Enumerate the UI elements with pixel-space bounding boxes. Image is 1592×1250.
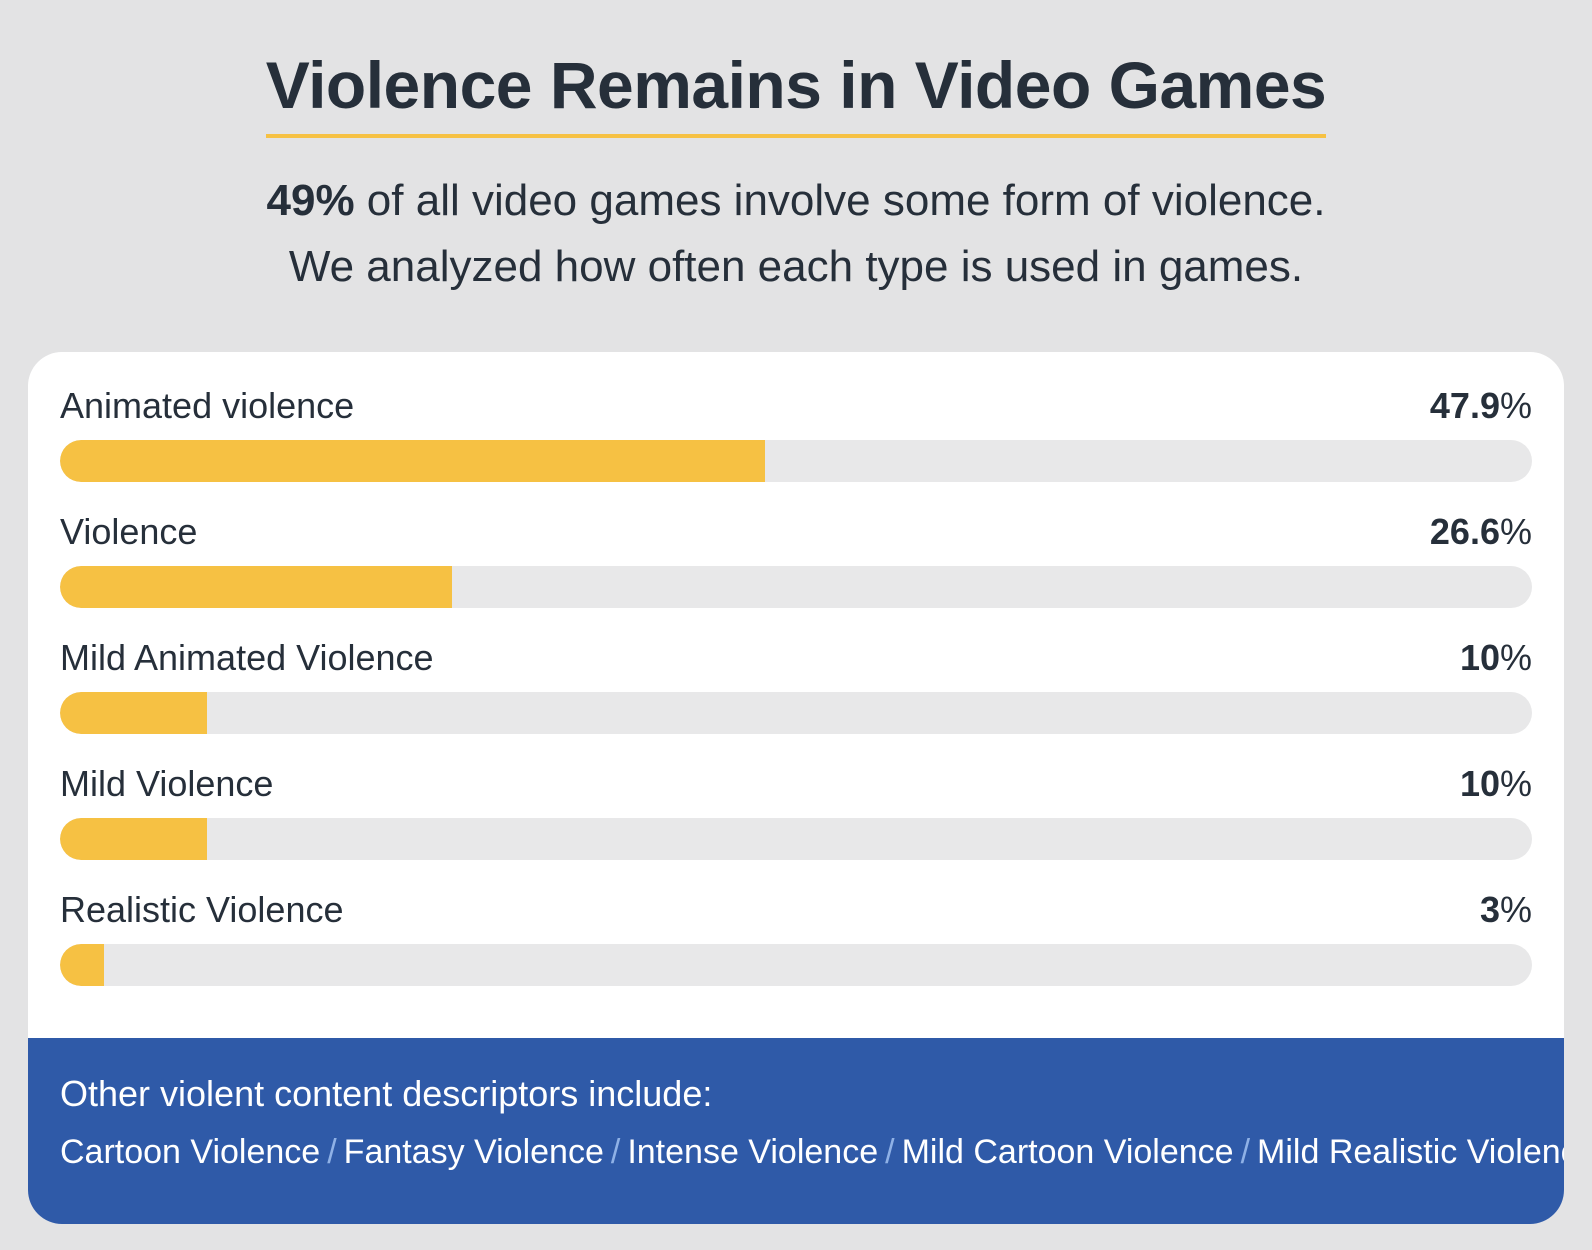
bar-value-label: 3% bbox=[1480, 888, 1532, 932]
bar-value-number: 10 bbox=[1459, 763, 1500, 804]
bar-value-unit: % bbox=[1499, 637, 1532, 678]
descriptor-item: Cartoon Violence bbox=[60, 1133, 321, 1171]
bar-fill bbox=[60, 566, 452, 608]
descriptor-list: Cartoon Violence / Fantasy Violence / Intens… bbox=[60, 1130, 1564, 1174]
header: Violence Remains in Video Games 49% of a… bbox=[0, 0, 1592, 300]
chart-card: Animated violence 47.9% Violence 26.6% Mild … bbox=[28, 352, 1564, 1224]
bar-value-label: 10% bbox=[1460, 762, 1532, 806]
bar-value-number: 10 bbox=[1459, 637, 1500, 678]
page-title: Violence Remains in Video Games bbox=[265, 48, 1327, 122]
subtitle-line-1-text: of all video games involve some form of … bbox=[354, 176, 1326, 225]
bar-value-label: 26.6% bbox=[1430, 510, 1532, 554]
bar-track bbox=[60, 440, 1532, 482]
subtitle: 49% of all video games involve some form… bbox=[0, 168, 1592, 300]
descriptor-item: Fantasy Violence bbox=[343, 1133, 604, 1171]
bar-track bbox=[60, 818, 1532, 860]
bar-fill bbox=[60, 692, 207, 734]
separator-slash: / bbox=[885, 1133, 895, 1171]
bar-value-label: 47.9% bbox=[1430, 384, 1532, 428]
descriptor-item: Mild Realistic Violence bbox=[1257, 1133, 1564, 1171]
bar-row: Mild Violence 10% bbox=[60, 730, 1532, 860]
bar-fill bbox=[60, 440, 765, 482]
bar-value-number: 47.9 bbox=[1429, 385, 1500, 426]
bar-label: Animated violence bbox=[60, 385, 355, 426]
bar-value-number: 26.6 bbox=[1429, 511, 1500, 552]
bar-label: Mild Violence bbox=[60, 763, 274, 804]
descriptor-item: Mild Cartoon Violence bbox=[901, 1133, 1234, 1171]
separator-slash: / bbox=[610, 1133, 621, 1171]
subtitle-line-2: We analyzed how often each type is used … bbox=[288, 242, 1304, 291]
bar-track bbox=[60, 692, 1532, 734]
bar-row: Mild Animated Violence 10% bbox=[60, 604, 1532, 734]
bar-label: Mild Animated Violence bbox=[60, 637, 434, 678]
bar-track bbox=[60, 944, 1532, 986]
bar-fill bbox=[60, 818, 207, 860]
bar-fill bbox=[60, 944, 104, 986]
bar-value-number: 3 bbox=[1479, 889, 1500, 930]
separator-slash: / bbox=[327, 1133, 337, 1171]
descriptor-item: Intense Violence bbox=[627, 1133, 879, 1171]
bar-label: Realistic Violence bbox=[60, 889, 344, 930]
bar-value-unit: % bbox=[1499, 763, 1532, 804]
subtitle-line-1: 49% of all video games involve some form… bbox=[0, 168, 1592, 234]
bar-label: Violence bbox=[60, 511, 198, 552]
footer-heading: Other violent content descriptors includ… bbox=[60, 1073, 713, 1114]
footer-panel: Other violent content descriptors includ… bbox=[28, 1038, 1564, 1224]
bar-value-unit: % bbox=[1499, 385, 1532, 426]
bar-value-label: 10% bbox=[1460, 636, 1532, 680]
subtitle-highlight: 49% bbox=[266, 176, 355, 225]
separator-slash: / bbox=[1240, 1133, 1251, 1171]
bar-row: Animated violence 47.9% bbox=[60, 352, 1532, 482]
bar-row: Realistic Violence 3% bbox=[60, 856, 1532, 986]
bar-value-unit: % bbox=[1499, 889, 1532, 930]
bar-value-unit: % bbox=[1499, 511, 1532, 552]
title-underline: Violence Remains in Video Games bbox=[265, 46, 1327, 138]
bar-track bbox=[60, 566, 1532, 608]
bar-row: Violence 26.6% bbox=[60, 478, 1532, 608]
